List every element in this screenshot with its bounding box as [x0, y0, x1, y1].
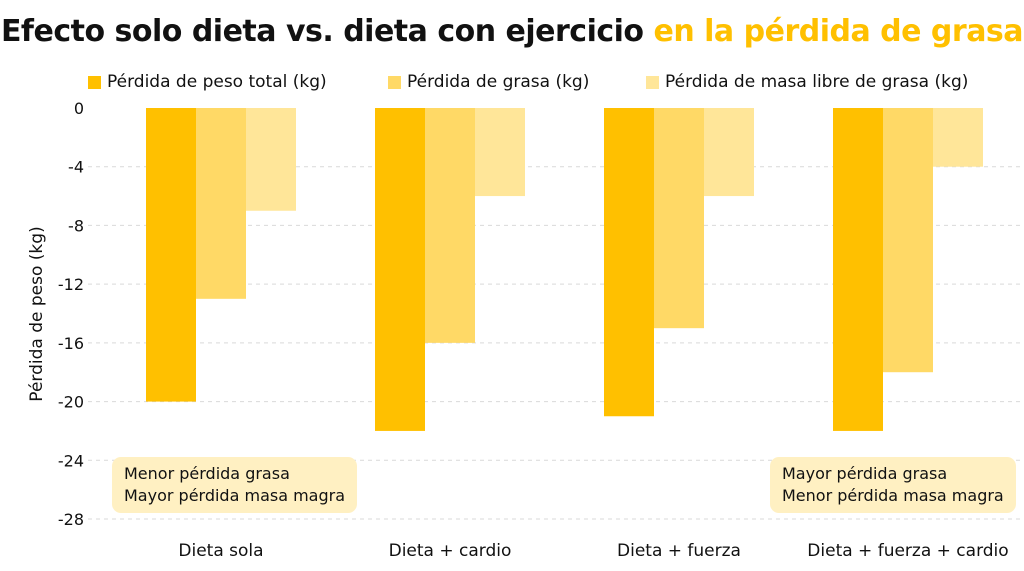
legend-label-total: Pérdida de peso total (kg) — [107, 72, 327, 92]
bar-fat — [425, 108, 475, 343]
y-tick-label: -28 — [58, 510, 84, 529]
bar-fat — [654, 108, 704, 329]
y-tick-label: -8 — [68, 216, 84, 235]
legend-item-total: Pérdida de peso total (kg) — [88, 72, 327, 92]
legend-label-lean: Pérdida de masa libre de grasa (kg) — [665, 72, 969, 92]
y-tick-label: -4 — [68, 158, 84, 177]
category-label: Dieta + fuerza — [617, 541, 741, 561]
legend-swatch-lean — [646, 75, 659, 89]
bars — [146, 108, 983, 431]
y-tick-labels: 0 -4 -8 -12 -16 -20 -24 -28 — [58, 99, 84, 529]
legend-item-lean: Pérdida de masa libre de grasa (kg) — [646, 72, 968, 92]
y-tick-label: -16 — [58, 334, 84, 353]
bar-total — [604, 108, 654, 417]
category-labels: Dieta sola Dieta + cardio Dieta + fuerza Di… — [178, 541, 1008, 561]
y-tick-label: -20 — [58, 393, 84, 412]
note-left-line1: Menor pérdida grasa — [124, 464, 290, 483]
note-right: Mayor pérdida grasa Menor pérdida masa m… — [770, 457, 1016, 513]
chart-title: Efecto solo dieta vs. dieta con ejercici… — [0, 14, 1024, 49]
note-left: Menor pérdida grasa Mayor pérdida masa m… — [112, 457, 358, 513]
bar-total — [833, 108, 883, 431]
bar-lean — [475, 108, 525, 197]
bar-lean — [704, 108, 754, 197]
bar-lean — [933, 108, 983, 167]
y-tick-label: 0 — [74, 99, 84, 118]
y-axis-label: Pérdida de peso (kg) — [27, 226, 47, 401]
note-right-line1: Mayor pérdida grasa — [782, 464, 948, 483]
note-right-line2: Menor pérdida masa magra — [782, 486, 1004, 505]
bar-total — [146, 108, 196, 402]
legend-swatch-fat — [388, 75, 401, 89]
category-label: Dieta sola — [178, 541, 263, 561]
chart-title-main: Efecto solo dieta vs. dieta con ejercici… — [0, 14, 654, 49]
y-tick-label: -24 — [58, 451, 84, 470]
category-label: Dieta + cardio — [389, 541, 512, 561]
bar-fat — [196, 108, 246, 299]
note-left-line2: Mayor pérdida masa magra — [124, 486, 346, 505]
bar-total — [375, 108, 425, 431]
y-tick-label: -12 — [58, 275, 84, 294]
category-label: Dieta + fuerza + cardio — [807, 541, 1008, 561]
legend-label-fat: Pérdida de grasa (kg) — [407, 72, 590, 92]
bar-lean — [246, 108, 296, 211]
legend-item-fat: Pérdida de grasa (kg) — [388, 72, 589, 92]
bar-fat — [883, 108, 933, 373]
legend-swatch-total — [88, 75, 101, 89]
legend: Pérdida de peso total (kg) Pérdida de gr… — [0, 72, 1024, 96]
chart-title-highlight: en la pérdida de grasa — [653, 14, 1024, 49]
